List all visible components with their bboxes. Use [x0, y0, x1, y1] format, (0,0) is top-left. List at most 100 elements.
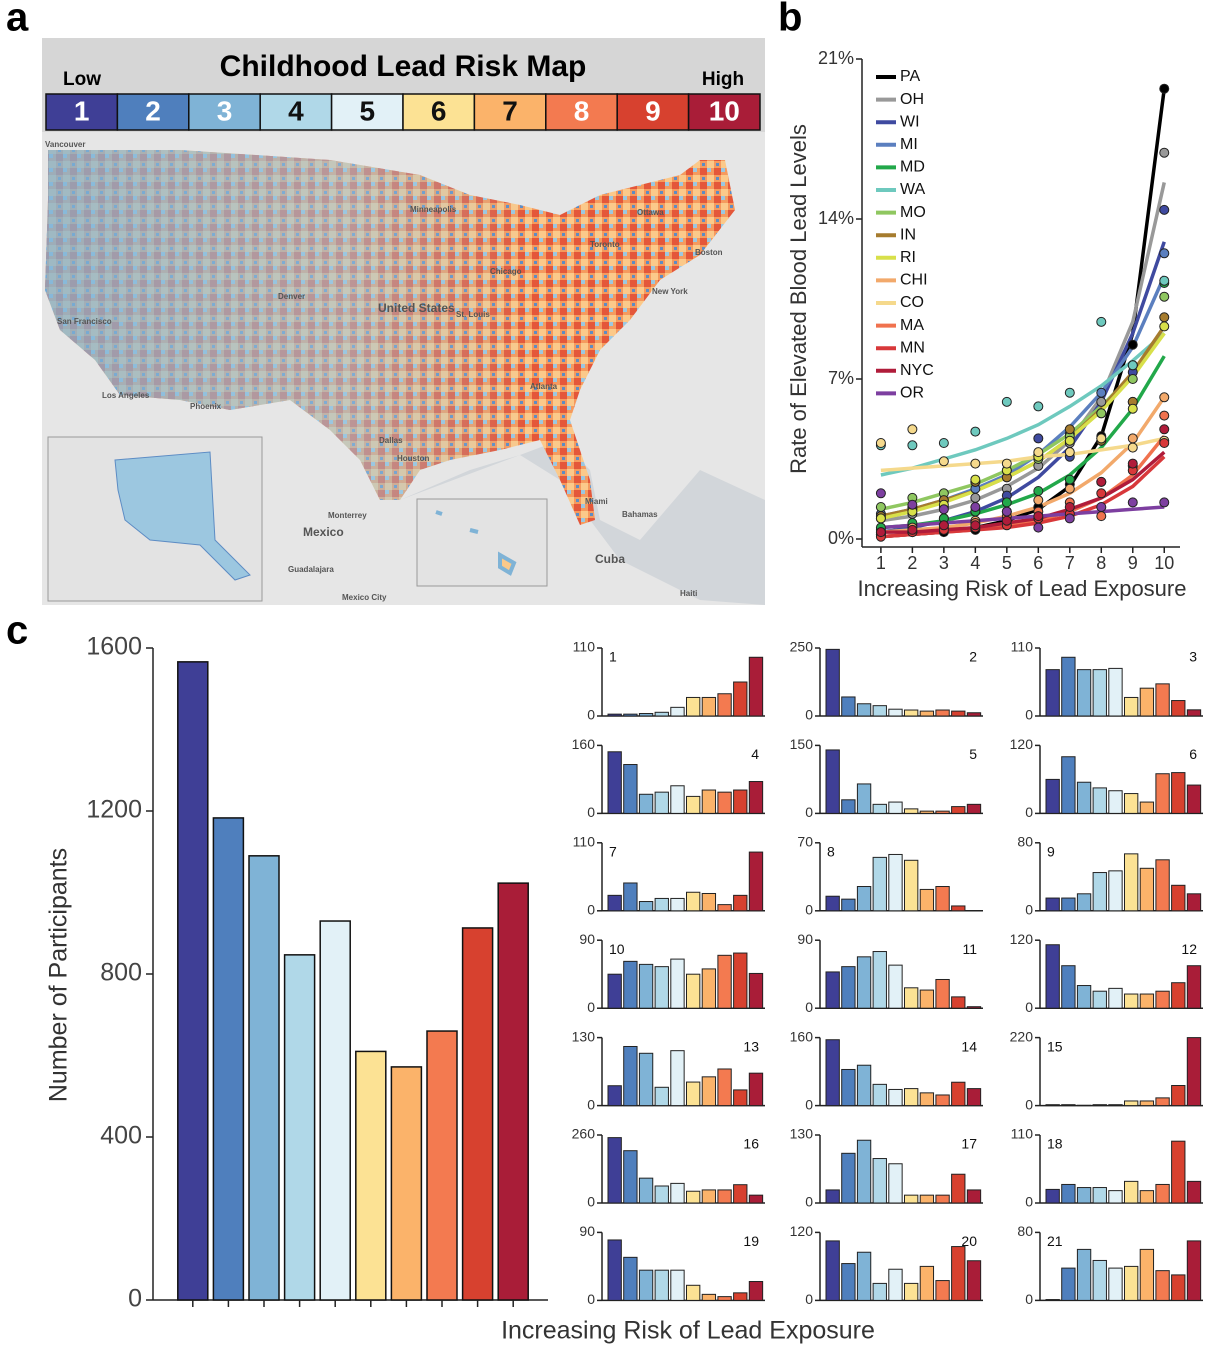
y-tick-label: 0	[128, 1285, 142, 1313]
bar	[1093, 1105, 1106, 1106]
bar	[905, 988, 918, 1008]
bar	[1093, 1188, 1106, 1203]
bar	[1156, 991, 1169, 1008]
scale-label: 6	[431, 95, 447, 126]
bar	[1046, 945, 1059, 1008]
x-tick-label: 6	[1033, 553, 1043, 573]
bar	[1062, 898, 1075, 911]
bar	[639, 714, 652, 716]
bar	[655, 1186, 668, 1203]
bar	[718, 905, 731, 911]
low-label: Low	[63, 69, 101, 90]
bar	[1140, 1249, 1153, 1300]
y-tick-label: 80	[1017, 1223, 1033, 1239]
y-tick-label: 90	[797, 931, 813, 947]
scale-label: 9	[645, 95, 661, 126]
x-tick-label: 1	[876, 553, 886, 573]
panel-number: 4	[751, 746, 759, 762]
bar	[857, 887, 870, 911]
place-label: Boston	[695, 248, 723, 257]
bar	[749, 782, 762, 814]
bar	[639, 902, 652, 911]
bar	[702, 1294, 715, 1300]
bar	[734, 895, 747, 910]
data-point	[1160, 313, 1169, 322]
data-point	[1160, 148, 1169, 157]
panel-number: 3	[1189, 649, 1197, 665]
bar	[952, 711, 965, 716]
data-point	[1002, 507, 1011, 516]
data-point	[939, 457, 948, 466]
panel-number: 6	[1189, 746, 1197, 762]
y-tick-label: 0	[805, 902, 813, 918]
bar	[1187, 785, 1200, 813]
bar	[1187, 710, 1200, 716]
bar	[1187, 894, 1200, 911]
bar	[857, 784, 870, 813]
data-point	[1034, 496, 1043, 505]
x-tick-label: 10	[1154, 553, 1174, 573]
bar	[624, 961, 637, 1008]
bar	[1156, 1184, 1169, 1203]
bar	[1077, 1249, 1090, 1300]
scale-label: 7	[502, 95, 518, 126]
bar	[826, 896, 839, 911]
data-point	[1128, 340, 1137, 349]
y-tick-label: 90	[579, 1223, 595, 1239]
bar	[687, 1285, 700, 1300]
bar	[702, 790, 715, 813]
x-tick-label: 8	[1096, 553, 1106, 573]
legend-label: PA	[900, 68, 920, 85]
data-point	[1128, 375, 1137, 384]
bar	[1156, 774, 1169, 814]
bar	[967, 713, 980, 716]
legend-label: MI	[900, 136, 918, 153]
scale-label: 10	[709, 95, 740, 126]
data-point	[908, 500, 917, 509]
bar	[1046, 898, 1059, 911]
bar	[920, 1093, 933, 1106]
y-tick-label: 0	[805, 707, 813, 723]
x-tick-label: 9	[1128, 553, 1138, 573]
scale-label: 4	[288, 95, 304, 126]
bar	[734, 1293, 747, 1301]
bar	[857, 1252, 870, 1300]
bar	[1125, 1266, 1138, 1300]
bar	[1077, 670, 1090, 716]
x-tick-label: 7	[1065, 553, 1075, 573]
bar	[178, 662, 208, 1300]
y-tick-label: 1200	[86, 796, 142, 824]
y-tick-label: 21%	[818, 48, 854, 68]
bar	[320, 921, 350, 1300]
bar	[873, 804, 886, 813]
bar	[1093, 873, 1106, 911]
bar	[1156, 684, 1169, 716]
bar	[842, 1264, 855, 1301]
y-tick-label: 130	[790, 1126, 814, 1142]
y-tick-label: 120	[1010, 931, 1034, 947]
data-point	[1160, 249, 1169, 258]
data-point	[1097, 317, 1106, 326]
y-tick-label: 800	[100, 959, 142, 987]
data-point	[1034, 402, 1043, 411]
place-label: Los Angeles	[102, 391, 150, 400]
y-tick-label: 90	[579, 931, 595, 947]
y-tick-label: 0	[587, 902, 595, 918]
data-point	[1034, 487, 1043, 496]
data-point	[908, 425, 917, 434]
y-tick-label: 0	[1025, 1194, 1033, 1210]
y-tick-label: 110	[1011, 639, 1034, 655]
bar	[671, 1270, 684, 1300]
bar	[967, 1089, 980, 1106]
bar	[1093, 670, 1106, 716]
data-point	[876, 439, 885, 448]
place-label: Haiti	[680, 589, 697, 598]
y-tick-label: 0	[1025, 1291, 1033, 1307]
place-label: Atlanta	[530, 382, 558, 391]
data-point	[971, 427, 980, 436]
data-point	[1034, 523, 1043, 532]
data-point	[1065, 388, 1074, 397]
bar	[1140, 802, 1153, 813]
